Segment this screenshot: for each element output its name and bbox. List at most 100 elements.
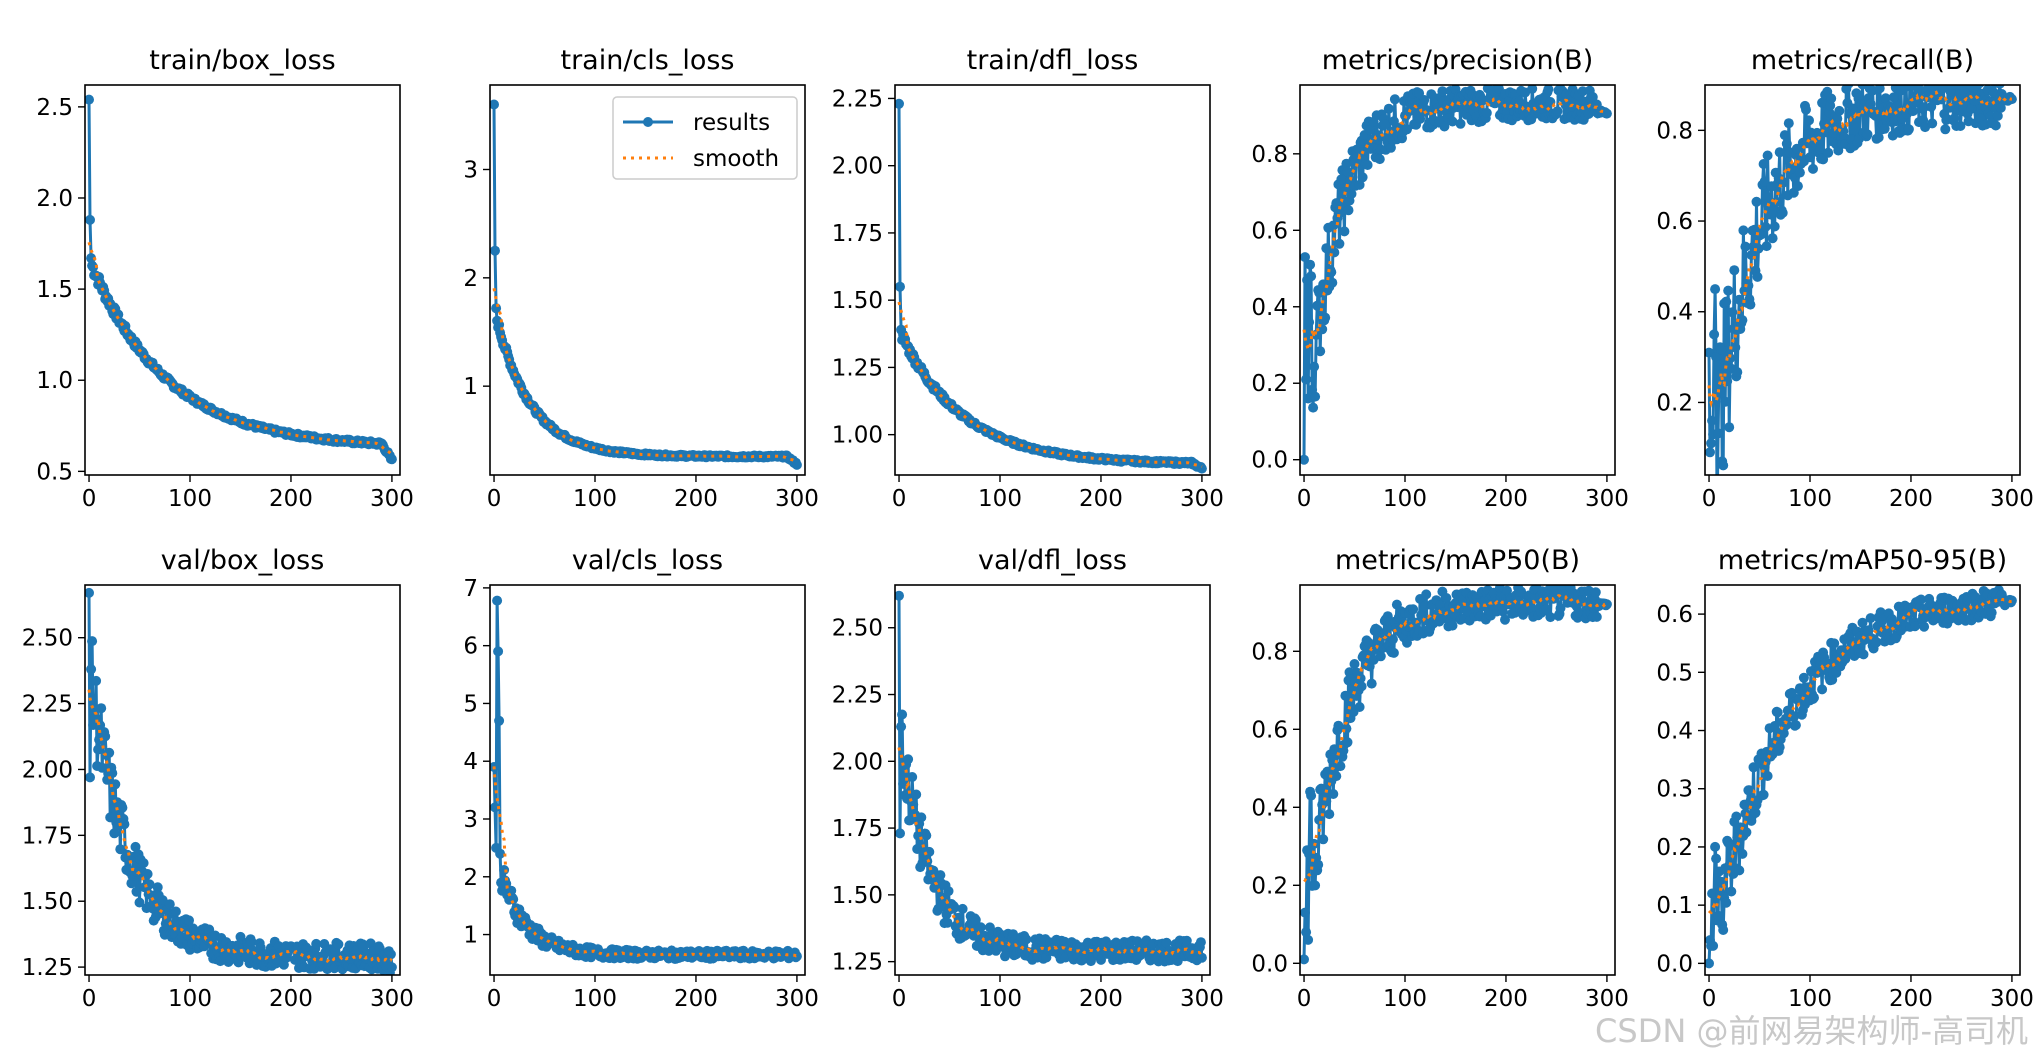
results-line (87, 99, 393, 461)
results-point (907, 772, 918, 782)
subplot-train-dfl-loss: train/dfl_loss 0 100 200 300 1.00 1.25 1.50 1.75… (832, 45, 1224, 512)
results-point (1774, 742, 1785, 753)
results-point (1601, 108, 1612, 119)
y-tick-label: 1.0 (36, 368, 73, 394)
subplot-val-box-loss: val/box_loss 0 100 200 300 1.25 1.50 1.75 2.00 2.… (22, 545, 414, 1012)
results-point (1321, 243, 1332, 254)
results-point (1310, 880, 1321, 891)
y-tick-label: 1.5 (36, 277, 73, 303)
results-point (1705, 958, 1714, 969)
x-tick-label: 100 (1383, 486, 1427, 512)
results-point (1527, 85, 1538, 94)
results-point (1723, 285, 1734, 296)
y-tick-label: 0.2 (1656, 835, 1693, 861)
results-point (1335, 761, 1346, 772)
results-point (983, 945, 994, 956)
results-point (85, 94, 94, 105)
results-point (1751, 196, 1762, 207)
results-point (1832, 113, 1843, 124)
x-tick-label: 300 (1585, 486, 1629, 512)
results-point (494, 715, 505, 726)
results-point (791, 459, 802, 470)
results-point (1324, 809, 1335, 820)
results-point (1300, 907, 1310, 918)
results-point (1940, 124, 1951, 135)
results-point (1990, 120, 2001, 131)
results-point (1481, 107, 1492, 118)
results-point (88, 262, 99, 273)
y-tick-label: 0.0 (1251, 448, 1288, 474)
y-tick-label: 1.25 (22, 955, 73, 981)
results-point (1721, 296, 1732, 307)
y-tick-label: 1.50 (832, 883, 883, 909)
results-point (1364, 125, 1375, 135)
results-point (170, 906, 181, 917)
results-point (911, 789, 922, 800)
results-point (1743, 280, 1754, 291)
results-point (949, 902, 960, 913)
y-tick-label: 0.0 (1251, 951, 1288, 977)
results-point (1021, 934, 1032, 945)
subplot-train-box-loss: train/box_loss 0 100 200 300 0.5 1.0 1.5 2.0 2.5 (36, 45, 413, 512)
y-tick-label: 0.3 (1656, 777, 1693, 803)
results-point (1790, 720, 1801, 731)
results-point (1301, 927, 1312, 938)
results-point (1195, 937, 1206, 948)
results-point (1315, 346, 1326, 357)
x-tick-label: 0 (1297, 486, 1312, 512)
results-point (1343, 205, 1354, 216)
subplot-val-cls-loss: val/cls_loss 0 100 200 300 1 2 3 4 5 6 7 (463, 545, 819, 1012)
legend-smooth-label: smooth (693, 146, 779, 172)
results-point (1713, 428, 1724, 439)
results-point (1805, 152, 1815, 163)
results-point (1340, 690, 1351, 701)
results-point (1300, 454, 1309, 465)
x-tick-label: 100 (1788, 486, 1832, 512)
results-point (96, 703, 107, 714)
results-point (109, 828, 120, 839)
results-point (130, 841, 141, 852)
y-tick-label: 1.75 (832, 816, 883, 842)
results-point (1587, 92, 1598, 102)
results-point (1387, 634, 1398, 645)
legend: results smooth (612, 96, 798, 180)
x-tick-label: 200 (269, 986, 313, 1012)
results-point (1858, 649, 1869, 660)
results-point (1161, 937, 1172, 948)
results-point (1988, 87, 1999, 98)
x-tick-label: 200 (674, 486, 718, 512)
results-point (311, 938, 322, 949)
results-point (1301, 374, 1312, 385)
results-point (1727, 307, 1738, 318)
csdn-watermark: CSDN @前网易架构师-高司机 (1595, 1012, 2028, 1050)
results-point (1326, 267, 1337, 278)
results-point (1745, 299, 1756, 310)
results-point (490, 802, 500, 813)
y-tick-label: 1 (463, 923, 478, 949)
subplot-title: val/dfl_loss (978, 545, 1127, 576)
results-point (333, 939, 344, 950)
y-tick-label: 0.8 (1251, 142, 1288, 168)
results-point (1990, 71, 2000, 81)
axes-frame (84, 584, 401, 976)
y-tick-label: 2.25 (832, 86, 883, 112)
results-point (1316, 783, 1327, 794)
results-point (1817, 97, 1828, 108)
y-tick-label: 6 (463, 634, 478, 660)
results-point (898, 778, 909, 789)
plot-area (490, 595, 802, 965)
y-tick-label: 2.50 (832, 616, 883, 642)
x-tick-label: 300 (775, 486, 819, 512)
results-point (1333, 720, 1344, 731)
y-tick-label: 3 (463, 807, 478, 833)
y-tick-label: 0.4 (1251, 795, 1288, 821)
x-tick-label: 0 (487, 486, 502, 512)
results-point (1741, 827, 1752, 838)
results-point (134, 897, 145, 908)
subplot-metrics-map50-b-: metrics/mAP50(B) 0 100 200 300 0.0 0.2 0.4 0.6 0.… (1251, 545, 1628, 1012)
results-point (1306, 271, 1317, 282)
subplot-title: val/box_loss (161, 545, 325, 576)
results-point (1512, 596, 1523, 607)
y-tick-label: 1.50 (832, 288, 883, 314)
